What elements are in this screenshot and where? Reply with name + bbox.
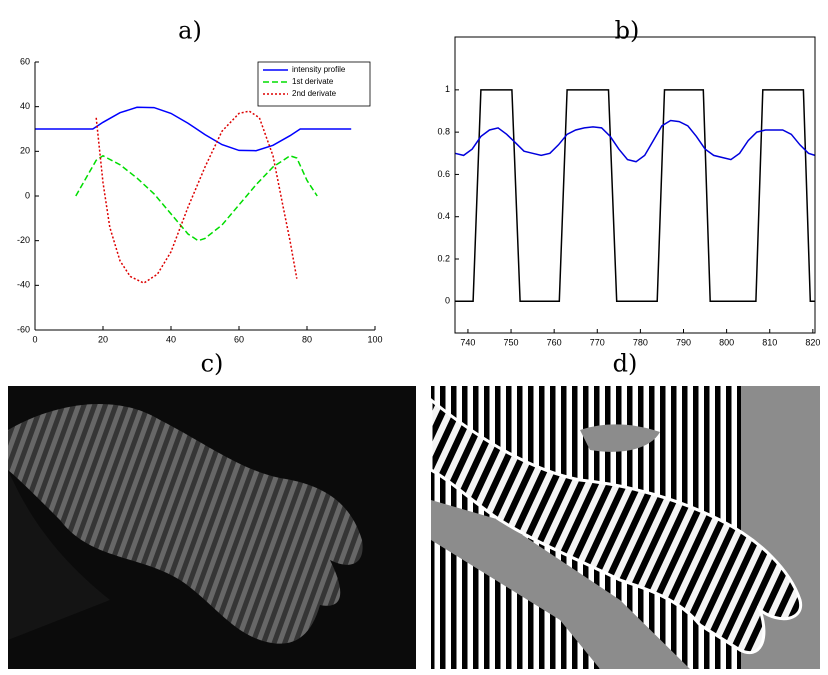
x-tick-label: 770 xyxy=(590,337,605,347)
y-tick-label: 60 xyxy=(20,56,30,66)
x-tick-label: 780 xyxy=(633,337,648,347)
y-tick-label: 0.4 xyxy=(437,211,450,221)
x-tick-label: 750 xyxy=(504,337,519,347)
y-tick-label: 40 xyxy=(20,101,30,111)
y-tick-label: 20 xyxy=(20,146,30,156)
y-tick-label: 0 xyxy=(25,190,30,200)
x-tick-label: 60 xyxy=(234,334,244,344)
series-line xyxy=(96,111,297,283)
y-tick-label: 1 xyxy=(445,84,450,94)
panel-label: d) xyxy=(613,350,638,378)
x-tick-label: 80 xyxy=(302,334,312,344)
y-tick-label: 0 xyxy=(445,296,450,306)
y-tick-label: -60 xyxy=(17,324,30,334)
series-line xyxy=(76,156,317,241)
y-tick-label: 0.8 xyxy=(437,127,450,137)
x-tick-label: 760 xyxy=(547,337,562,347)
x-tick-label: 20 xyxy=(98,334,108,344)
x-tick-label: 790 xyxy=(676,337,691,347)
x-tick-label: 800 xyxy=(719,337,734,347)
y-tick-label: 0.6 xyxy=(437,169,450,179)
axes-box xyxy=(455,37,815,333)
legend-label: intensity profile xyxy=(292,65,346,74)
figure: c) d) a) 0 20 40 60 80 100 -60 -40 -20 0 20 40 60 inte… xyxy=(0,0,828,675)
phase-image xyxy=(431,386,820,669)
chart-title: a) xyxy=(178,17,202,45)
x-tick-label: 100 xyxy=(367,334,382,344)
y-tick-label: -20 xyxy=(17,235,30,245)
legend-label: 2nd derivate xyxy=(292,89,337,98)
series-line xyxy=(455,90,815,301)
x-tick-label: 820 xyxy=(805,337,820,347)
x-tick-label: 40 xyxy=(166,334,176,344)
legend-label: 1st derivate xyxy=(292,77,334,86)
x-tick-label: 810 xyxy=(762,337,777,347)
photo-hand xyxy=(8,386,416,669)
series-line xyxy=(35,107,351,150)
chart-title: b) xyxy=(615,17,640,45)
y-tick-label: 0.2 xyxy=(437,253,450,263)
y-tick-label: -40 xyxy=(17,280,30,290)
x-tick-label: 740 xyxy=(460,337,475,347)
panel-label: c) xyxy=(201,350,224,378)
x-tick-label: 0 xyxy=(32,334,37,344)
